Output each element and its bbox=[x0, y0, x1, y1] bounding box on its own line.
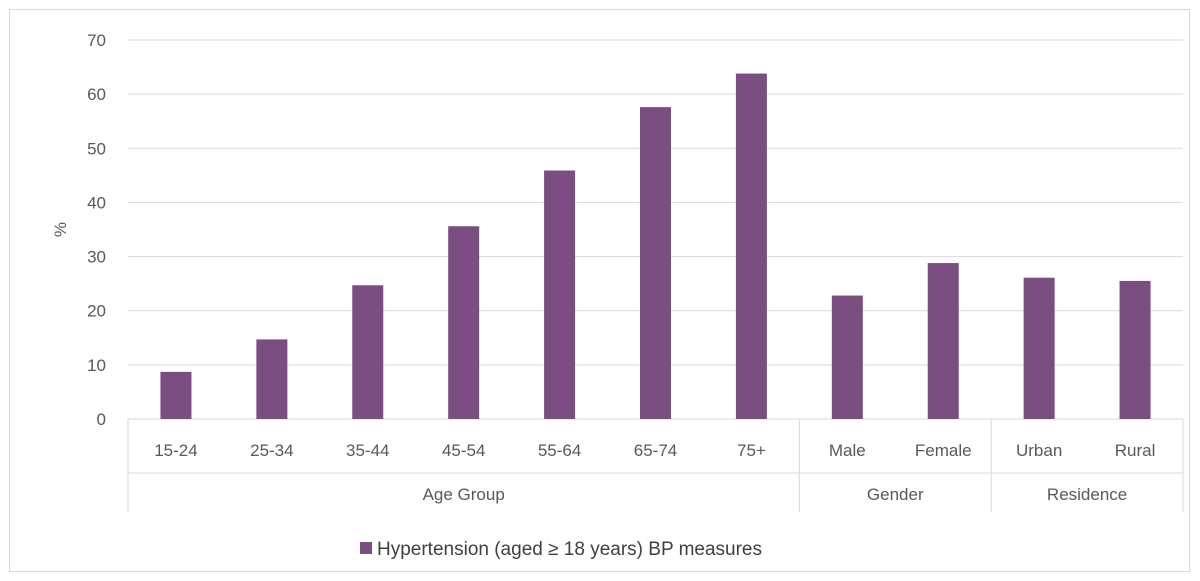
group-label: Residence bbox=[1047, 485, 1127, 504]
x-tick-label: 75+ bbox=[737, 441, 766, 460]
bar bbox=[927, 263, 959, 419]
legend-label: Hypertension (aged ≥ 18 years) BP measur… bbox=[377, 539, 762, 560]
y-axis-ticks: 0 10 20 30 40 50 60 70 bbox=[87, 31, 106, 429]
y-tick-label: 20 bbox=[87, 302, 106, 321]
y-tick-label: 0 bbox=[97, 410, 106, 429]
x-tick-label: 25-34 bbox=[250, 441, 293, 460]
x-tick-label: Female bbox=[915, 441, 972, 460]
bar bbox=[831, 295, 863, 419]
x-tick-label: 65-74 bbox=[634, 441, 677, 460]
legend-swatch bbox=[360, 542, 372, 554]
y-tick-label: 50 bbox=[87, 139, 106, 158]
chart-frame bbox=[9, 9, 1190, 572]
x-tick-label: 15-24 bbox=[154, 441, 197, 460]
legend: Hypertension (aged ≥ 18 years) BP measur… bbox=[360, 539, 762, 560]
x-tick-label: Male bbox=[829, 441, 866, 460]
bar bbox=[640, 107, 671, 419]
x-tick-label: 45-54 bbox=[442, 441, 485, 460]
bar bbox=[1023, 277, 1055, 419]
y-tick-label: 40 bbox=[87, 193, 106, 212]
group-label: Age Group bbox=[423, 485, 505, 504]
bar bbox=[256, 339, 288, 419]
x-tick-label: Urban bbox=[1016, 441, 1062, 460]
x-tick-label: 55-64 bbox=[538, 441, 581, 460]
x-tick-label: 35-44 bbox=[346, 441, 389, 460]
bar bbox=[160, 371, 192, 419]
x-tick-label: Rural bbox=[1115, 441, 1156, 460]
y-tick-label: 60 bbox=[87, 85, 106, 104]
bars bbox=[160, 73, 1151, 419]
y-tick-label: 30 bbox=[87, 248, 106, 267]
group-label: Gender bbox=[867, 485, 924, 504]
y-tick-label: 70 bbox=[87, 31, 106, 50]
bar bbox=[448, 226, 480, 419]
y-tick-label: 10 bbox=[87, 356, 106, 375]
bar bbox=[544, 170, 576, 419]
bar bbox=[1119, 280, 1151, 419]
x-axis: 15-24 25-34 35-44 45-54 55-64 65-74 75+ Male Fem… bbox=[127, 419, 1184, 512]
bar bbox=[352, 285, 384, 419]
bar bbox=[735, 73, 767, 419]
y-axis-label: % bbox=[51, 222, 70, 237]
